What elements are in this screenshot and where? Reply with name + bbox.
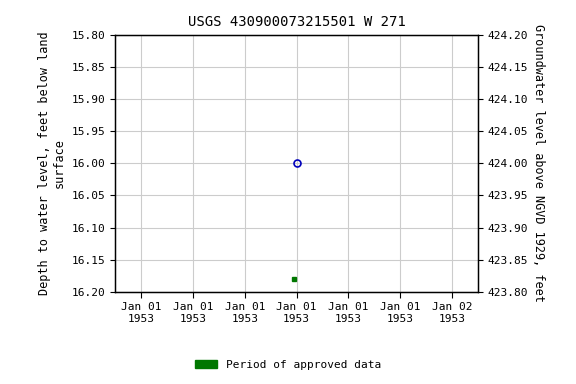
Legend: Period of approved data: Period of approved data bbox=[191, 356, 385, 375]
Y-axis label: Groundwater level above NGVD 1929, feet: Groundwater level above NGVD 1929, feet bbox=[532, 24, 545, 302]
Title: USGS 430900073215501 W 271: USGS 430900073215501 W 271 bbox=[188, 15, 406, 29]
Y-axis label: Depth to water level, feet below land
surface: Depth to water level, feet below land su… bbox=[38, 31, 66, 295]
